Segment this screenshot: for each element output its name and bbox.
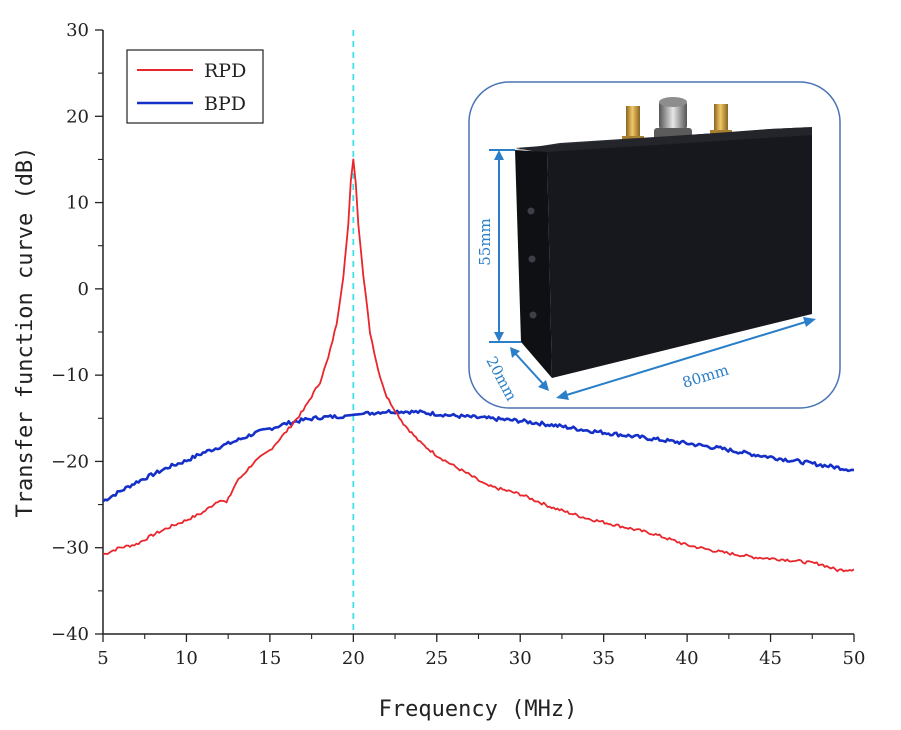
dimension-label-height: 55mm [476, 218, 494, 266]
x-tick-label: 20 [342, 648, 365, 669]
sma-connector-right [714, 104, 728, 134]
series-line-rpd [103, 158, 854, 573]
y-tick-label: −10 [51, 365, 89, 386]
axis-tick-labels: 5 10 15 20 25 30 35 40 45 50 30 20 10 0 −10 −20 −30 −40 [51, 20, 865, 669]
sma-connector-left [626, 106, 640, 140]
dimension-annotations [489, 149, 816, 400]
device-side-face [515, 150, 552, 378]
legend-box [126, 49, 264, 124]
power-connector [659, 100, 687, 130]
x-tick-label: 35 [592, 648, 615, 669]
x-axis-title: Frequency (MHz) [379, 697, 578, 722]
y-tick-label: 0 [78, 279, 89, 300]
x-tick-label: 15 [258, 648, 281, 669]
y-tick-label: 20 [66, 106, 89, 127]
x-tick-label: 40 [676, 648, 699, 669]
x-tick-label: 50 [843, 648, 866, 669]
x-tick-label: 5 [97, 648, 108, 669]
y-tick-label: 10 [66, 193, 89, 214]
legend-label-bpd: BPD [204, 93, 246, 115]
x-tick-label: 10 [175, 648, 198, 669]
legend: RPD BPD [126, 49, 264, 124]
device-image [515, 97, 812, 378]
series-line-bpd [103, 409, 854, 503]
x-tick-label: 30 [509, 648, 532, 669]
inset-device-photo: 55mm 20mm 80mm [468, 81, 841, 409]
y-axis-title: Transfer function curve (dB) [13, 147, 38, 518]
y-tick-label: 30 [66, 20, 89, 41]
device-front-face [547, 135, 812, 378]
axis-ticks [95, 29, 855, 642]
x-tick-label: 45 [759, 648, 782, 669]
x-tick-label: 25 [425, 648, 448, 669]
legend-label-rpd: RPD [204, 60, 246, 82]
y-tick-label: −40 [51, 624, 89, 645]
y-tick-label: −30 [51, 538, 89, 559]
y-tick-label: −20 [51, 451, 89, 472]
